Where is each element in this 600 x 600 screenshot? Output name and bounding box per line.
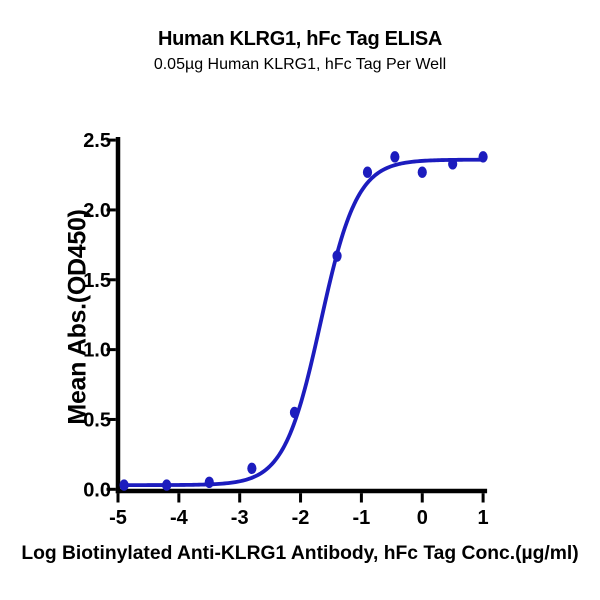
chart-subtitle: 0.05µg Human KLRG1, hFc Tag Per Well (153, 56, 447, 73)
y-tick-label: 2.5 (83, 130, 111, 152)
data-point (448, 158, 458, 170)
data-point (204, 476, 214, 489)
y-tick-label: 2.0 (83, 200, 111, 222)
data-point (247, 462, 257, 475)
chart-title: Human KLRG1, hFc Tag ELISA (157, 28, 443, 50)
x-axis-label: Log Biotinylated Anti-KLRG1 Antibody, hF… (21, 543, 579, 564)
x-tick-label: -2 (292, 507, 310, 529)
y-tick-label: 1.5 (83, 270, 111, 292)
y-tick-label: 0.5 (83, 409, 111, 431)
data-point (289, 406, 300, 419)
x-tick-label: -4 (170, 507, 189, 529)
y-tick-label: 1.0 (83, 340, 111, 362)
y-tick-label: 0.0 (83, 479, 111, 501)
data-point (362, 166, 373, 178)
data-point (478, 151, 488, 163)
x-tick-label: -5 (109, 507, 127, 529)
x-tick-label: 0 (417, 507, 428, 529)
x-tick-label: -3 (231, 507, 249, 529)
data-point (390, 151, 400, 163)
data-point (162, 479, 172, 491)
data-point (417, 166, 427, 178)
x-tick-label: 1 (478, 507, 489, 529)
fit-curve (122, 157, 485, 487)
x-tick-label: -1 (353, 507, 371, 529)
data-point (119, 479, 129, 491)
data-point (332, 250, 342, 262)
